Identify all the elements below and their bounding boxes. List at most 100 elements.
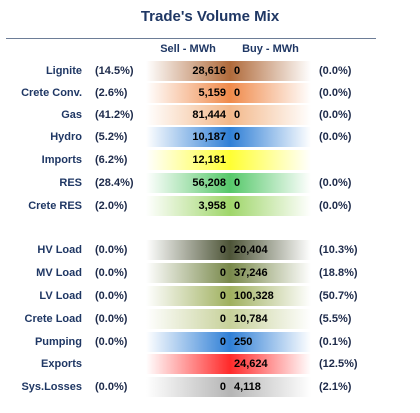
sell-value: 12,181 [192, 154, 226, 166]
buy-cell: 0 [230, 173, 311, 193]
buy-value: 4,118 [234, 381, 261, 393]
panel-title: Trade's Volume Mix [140, 8, 280, 25]
buy-share: (0.0%) [319, 200, 352, 212]
sell-value: 3,958 [198, 200, 226, 212]
buy-value: 20,404 [234, 244, 268, 256]
table-row: Crete Conv. (2.6%) 5,159 0 (0.0%) [0, 83, 420, 103]
sell-cell: 0 [146, 309, 230, 329]
sell-share: (0.0%) [95, 267, 128, 279]
sell-share: (14.5%) [95, 65, 134, 77]
buy-value: 100,328 [234, 290, 274, 302]
buy-share: (0.1%) [319, 336, 352, 348]
buy-value: 250 [234, 336, 253, 348]
buy-cell: 10,784 [230, 309, 311, 329]
sell-share: (0.0%) [95, 336, 128, 348]
sell-cell: 0 [146, 377, 230, 397]
buy-cell: 0 [230, 196, 311, 216]
sell-cell: 81,444 [146, 105, 230, 125]
sell-value: 0 [219, 381, 226, 393]
buy-value: 0 [234, 131, 241, 143]
sell-column-header: Sell - MWh [160, 43, 216, 55]
table-row: Lignite (14.5%) 28,616 0 (0.0%) [0, 61, 420, 81]
sell-value: 28,616 [192, 65, 226, 77]
buy-value: 0 [234, 87, 241, 99]
row-label: Exports [41, 358, 82, 370]
sell-value: 81,444 [192, 109, 226, 121]
buy-value: 0 [234, 177, 241, 189]
buy-share: (0.0%) [319, 109, 352, 121]
row-label: Pumping [34, 336, 82, 348]
sell-cell: 0 [146, 240, 230, 260]
sell-share: (41.2%) [95, 109, 134, 121]
table-row: Pumping (0.0%) 0 250 (0.1%) [0, 332, 420, 352]
row-label: Gas [61, 109, 82, 121]
sell-share: (0.0%) [95, 313, 128, 325]
buy-share: (0.0%) [319, 131, 352, 143]
buy-value: 0 [234, 200, 241, 212]
buy-cell [230, 150, 311, 170]
buy-share: (0.0%) [319, 87, 352, 99]
sell-cell: 10,187 [146, 127, 230, 147]
buy-share: (0.0%) [319, 177, 352, 189]
sell-value: 0 [219, 244, 226, 256]
buy-share: (0.0%) [319, 65, 352, 77]
buy-share: (2.1%) [319, 381, 352, 393]
sell-share: (0.0%) [95, 381, 128, 393]
row-label: Crete Load [24, 313, 82, 325]
row-label: RES [59, 177, 82, 189]
table-row: Imports (6.2%) 12,181 [0, 150, 420, 170]
buy-cell: 4,118 [230, 377, 311, 397]
buy-cell: 24,624 [230, 354, 311, 374]
row-label: HV Load [37, 244, 82, 256]
buy-cell: 250 [230, 332, 311, 352]
buy-cell: 100,328 [230, 286, 311, 306]
sell-cell [146, 354, 230, 374]
sell-value: 0 [219, 336, 226, 348]
buy-cell: 37,246 [230, 263, 311, 283]
buy-cell: 20,404 [230, 240, 311, 260]
sell-value: 5,159 [198, 87, 226, 99]
row-label: Hydro [50, 131, 82, 143]
sell-cell: 12,181 [146, 150, 230, 170]
buy-value: 37,246 [234, 267, 268, 279]
sell-value: 0 [219, 267, 226, 279]
sell-share: (0.0%) [95, 290, 128, 302]
sell-share: (5.2%) [95, 131, 128, 143]
table-row: Exports 24,624 (12.5%) [0, 354, 420, 374]
table-row: HV Load (0.0%) 0 20,404 (10.3%) [0, 240, 420, 260]
table-row: Crete Load (0.0%) 0 10,784 (5.5%) [0, 309, 420, 329]
buy-share: (12.5%) [319, 358, 358, 370]
sell-value: 0 [219, 290, 226, 302]
row-label: LV Load [39, 290, 82, 302]
row-label: Sys.Losses [21, 381, 82, 393]
row-label: MV Load [36, 267, 82, 279]
buy-column-header: Buy - MWh [242, 43, 299, 55]
sell-value: 10,187 [192, 131, 226, 143]
sell-cell: 0 [146, 332, 230, 352]
buy-value: 0 [234, 109, 241, 121]
table-row: Sys.Losses (0.0%) 0 4,118 (2.1%) [0, 377, 420, 397]
buy-share: (10.3%) [319, 244, 358, 256]
sell-cell: 0 [146, 263, 230, 283]
table-row: Crete RES (2.0%) 3,958 0 (0.0%) [0, 196, 420, 216]
sell-cell: 5,159 [146, 83, 230, 103]
row-label: Crete Conv. [21, 87, 82, 99]
sell-value: 56,208 [192, 177, 226, 189]
title-divider [6, 38, 376, 39]
table-row: LV Load (0.0%) 0 100,328 (50.7%) [0, 286, 420, 306]
sell-cell: 0 [146, 286, 230, 306]
row-label: Crete RES [28, 200, 82, 212]
sell-cell: 3,958 [146, 196, 230, 216]
sell-share: (0.0%) [95, 244, 128, 256]
buy-share: (50.7%) [319, 290, 358, 302]
buy-cell: 0 [230, 83, 311, 103]
buy-share: (18.8%) [319, 267, 358, 279]
table-row: RES (28.4%) 56,208 0 (0.0%) [0, 173, 420, 193]
sell-cell: 56,208 [146, 173, 230, 193]
sell-share: (28.4%) [95, 177, 134, 189]
buy-cell: 0 [230, 105, 311, 125]
buy-value: 0 [234, 65, 241, 77]
row-label: Lignite [45, 65, 82, 77]
buy-value: 24,624 [234, 358, 268, 370]
